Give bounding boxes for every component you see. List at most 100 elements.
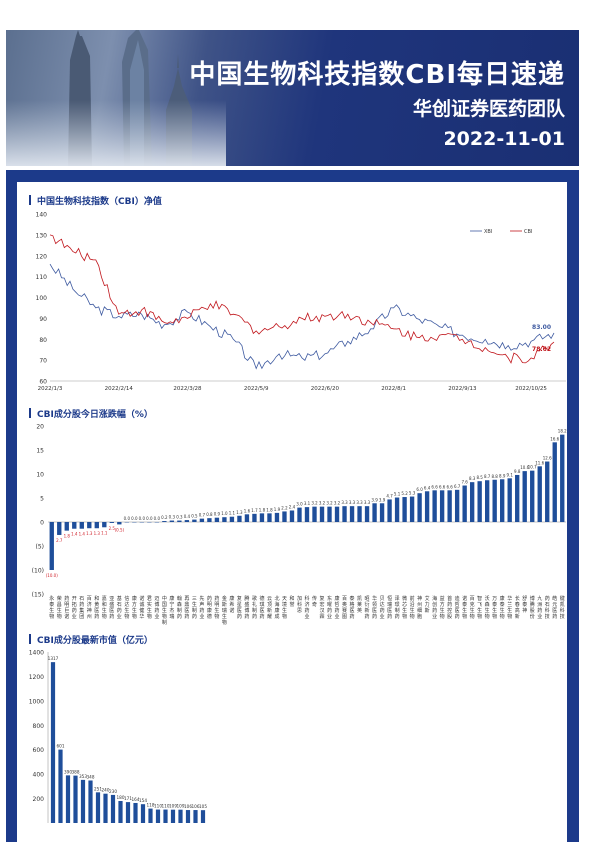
change-data-label: (0.5) [115,527,125,532]
change-data-label: 0.0 [131,516,138,521]
y-tick-label: 0 [40,520,44,527]
change-data-label: 1.8 [64,534,71,539]
change-bar [432,490,437,522]
change-data-label: 3.3 [349,500,356,505]
change-bar [117,522,122,525]
market-cap-bar [118,801,123,823]
change-data-label: 10.7 [528,465,537,470]
x-tick-label: 2022/6/20 [311,386,340,392]
change-data-label: 1.7 [251,508,258,513]
stock-name-label: 皓元医药 [552,595,557,620]
change-bar [192,519,197,522]
x-tick-label: 2022/2/14 [105,386,134,392]
change-data-label: 6.6 [446,484,453,489]
market-cap-bar [178,809,183,823]
stock-name-label: 华领医药 [372,595,377,620]
skyline-image [6,30,226,166]
change-bar [500,479,505,522]
stock-name-label: 先声药业 [199,595,204,620]
market-cap-bar [200,810,206,823]
y-tick-label: 600 [33,747,45,754]
change-data-label: 0.0 [124,516,131,521]
change-data-label: 3.3 [364,500,371,505]
change-data-label: 1.3 [236,510,243,515]
change-bar [327,506,332,522]
y-tick-label: 200 [33,796,45,803]
x-tick-label: 2022/10/25 [515,386,547,392]
change-bar [379,503,385,522]
change-bar [462,485,467,522]
change-data-label: 8.7 [484,474,491,479]
market-cap-data-label: 390 [64,769,72,774]
series-line-xbi [49,263,555,370]
market-cap-data-label: 109 [177,804,185,809]
market-cap-data-label: 105 [199,804,207,809]
y-tick-label: 1400 [29,650,44,657]
change-bar [222,517,227,522]
change-data-label: 8.9 [499,473,506,478]
change-bar [485,480,490,522]
change-data-label: 5.2 [401,491,408,496]
change-bar [244,514,250,522]
change-bar [387,499,392,522]
stock-name-label: 康泰生物 [500,595,505,620]
report-date: 2022-11-01 [443,128,565,150]
stock-name-label: 荣昌生物 [57,595,62,620]
stock-name-label: 九洲药业 [537,595,542,620]
change-bar [214,517,220,522]
change-bar [492,479,497,522]
y-tick-label: 90 [39,316,47,323]
change-bar [79,522,84,529]
market-cap-bar [50,662,56,823]
market-cap-bar [110,794,116,823]
change-bar [447,490,452,522]
market-cap-bar [65,775,71,823]
stock-name-label: 德琪医药 [259,595,264,620]
change-bar [169,520,175,522]
stock-name-label: 康宁杰瑞 [169,595,174,620]
stock-name-label: 东曜药业 [327,595,332,620]
change-data-label: 3.2 [334,501,341,506]
stock-name-label: 药石科技 [545,595,550,620]
change-data-label: (10.0) [46,573,58,578]
market-cap-data-label: 601 [57,744,65,749]
stock-name-label: 北海康成 [274,595,279,620]
stock-name-label: 舒泰神 [522,595,527,614]
stock-name-label: 长春高新 [515,595,520,620]
y-tick-label: 80 [39,337,47,344]
stock-name-label: 益方生物 [440,595,445,620]
x-tick-label: 2022/8/1 [381,386,406,392]
market-cap-data-label: 106 [184,804,192,809]
stock-name-label: 天境生物 [282,596,287,620]
change-data-label: 9.8 [514,469,521,474]
change-data-label: 4.7 [386,493,393,498]
stock-name-label: 康哲药业 [335,595,340,620]
section-title-market-cap: CBI成分股最新市值（亿元） [29,633,153,646]
change-bar [439,490,445,522]
y-tick-label: 70 [39,358,47,365]
change-bar [334,506,340,522]
change-bar [207,518,212,522]
change-bar [282,511,287,522]
stock-name-label: 科济药业 [304,595,309,620]
change-data-label: 1.3 [94,531,101,536]
change-bar [402,497,407,522]
stock-name-label: 云顶新耀 [267,596,272,620]
market-cap-bar [125,802,131,823]
change-bar [267,513,272,522]
stock-name-label: 药明巨诺 [64,595,69,620]
stock-name-label: 复宏汉霖 [320,595,325,620]
stock-name-label: 复星医药 [237,595,242,620]
section-title-cbi-nav: 中国生物科技指数（CBI）净值 [29,194,162,207]
market-cap-bar [80,779,86,823]
stock-name-label: 百济神州 [87,596,92,620]
change-bar [49,522,54,570]
change-data-label: 0.0 [154,516,161,521]
stock-name-label: 艾力斯 [425,596,430,614]
change-data-label: 3.3 [356,500,363,505]
y-tick-label: (15) [32,592,44,599]
x-tick-label: 2022/3/28 [173,386,202,392]
stock-name-label: 腾盛博药 [244,595,249,620]
change-bar [515,474,520,522]
change-data-label: 3.2 [319,501,326,506]
